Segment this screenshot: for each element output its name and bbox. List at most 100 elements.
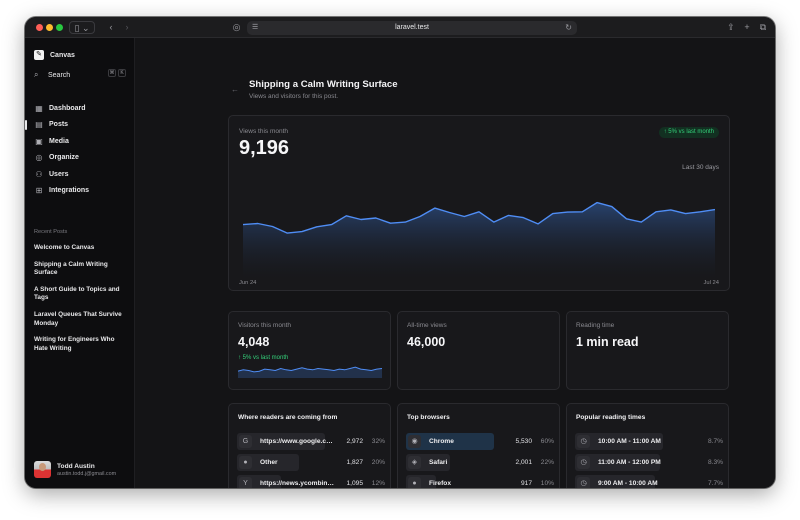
search-shortcut: ⌘ K — [108, 69, 126, 77]
reading-time-value: 1 min read — [576, 335, 639, 349]
browsers-card: Top browsers ◉ Chrome 5,530 60% ◈ Safari 2,001… — [397, 403, 560, 488]
list-item-label: https://news.ycombinator.com — [260, 480, 335, 487]
list-item-percent: 32% — [371, 438, 385, 445]
list-item-count: 5,530 — [515, 438, 532, 445]
period-label: Last 30 days — [682, 164, 719, 171]
views-area-fill — [243, 202, 715, 278]
integrations-icon: ⊞ — [35, 186, 43, 196]
brand-name: Canvas — [50, 51, 75, 59]
sidebar-item-users[interactable]: ⚇ Users — [34, 166, 126, 183]
page-subtitle: Views and visitors for this post. — [249, 93, 339, 100]
share-bar — [575, 433, 663, 450]
list-item-percent: 10% — [540, 480, 554, 487]
extension-icon[interactable]: ◎ — [232, 22, 241, 32]
clock-icon: ◷ — [577, 435, 590, 448]
chrome-icon: ◉ — [408, 435, 421, 448]
user-name: Todd Austin — [57, 462, 95, 470]
list-item-percent: 22% — [540, 459, 554, 466]
list-item: ◈ Safari 2,001 22% — [406, 452, 554, 473]
zoom-window-button[interactable] — [56, 24, 63, 31]
all-time-views-label: All-time views — [407, 322, 447, 329]
chevron-left-icon[interactable]: ‹ — [109, 22, 113, 32]
sidebar-item-label: Organize — [49, 154, 79, 162]
reload-icon[interactable]: ↻ — [565, 23, 572, 32]
share-icon[interactable]: ⇪ — [727, 22, 735, 32]
recent-post-link[interactable]: Welcome to Canvas — [34, 244, 95, 251]
list-item-label: Chrome — [429, 438, 454, 445]
list-item-count: 2,972 — [346, 438, 363, 445]
list-item-label: https://www.google.com — [260, 438, 335, 445]
address-bar[interactable]: ☰ laravel.test ↻ — [247, 21, 577, 35]
chevron-right-icon[interactable]: › — [125, 22, 129, 32]
list-item: ◷ 10:00 AM - 11:00 AM 8.7% — [575, 431, 723, 452]
search-button[interactable]: ⌕ Search ⌘ K — [34, 69, 126, 80]
x-axis-end-label: Jul 24 — [703, 280, 719, 286]
browsers-title: Top browsers — [407, 414, 450, 421]
page-settings-icon[interactable]: ☰ — [252, 24, 259, 31]
organize-icon: ◎ — [35, 153, 43, 163]
sidebar-item-dashboard[interactable]: ▦ Dashboard — [34, 100, 126, 117]
list-item-percent: 7.7% — [707, 480, 723, 487]
browser-window: ▯ ⌄ ‹ › ◎ ☰ laravel.test ↻ ⇪ + ⧉ ✎ Canva… — [25, 17, 775, 488]
sidebar-item-label: Dashboard — [49, 104, 86, 112]
sidebar-toggle-icon[interactable]: ▯ ⌄ — [69, 21, 95, 34]
list-item: ● Firefox 917 10% — [406, 473, 554, 488]
reading-times-list: ◷ 10:00 AM - 11:00 AM 8.7% ◷ 11:00 AM - 12:0… — [575, 431, 723, 488]
referrers-title: Where readers are coming from — [238, 414, 338, 421]
reading-times-card: Popular reading times ◷ 10:00 AM - 11:00 … — [566, 403, 729, 488]
reading-times-title: Popular reading times — [576, 414, 646, 421]
k-key: K — [118, 69, 126, 77]
url-text: laravel.test — [395, 24, 429, 31]
reading-time-label: Reading time — [576, 322, 615, 329]
google-icon: G — [239, 435, 252, 448]
views-area-chart — [243, 201, 715, 278]
clock-icon: ◷ — [577, 477, 590, 488]
share-bar — [237, 454, 299, 471]
views-series-line — [243, 201, 715, 234]
list-item: ◷ 9:00 AM - 10:00 AM 7.7% — [575, 473, 723, 488]
list-item: ◉ Chrome 5,530 60% — [406, 431, 554, 452]
recent-post-link[interactable]: A Short Guide to Topics and Tags — [34, 285, 120, 302]
search-label: Search — [48, 71, 71, 79]
sidebar-item-label: Integrations — [49, 187, 90, 195]
list-item: ◷ 11:00 AM - 12:00 PM 8.3% — [575, 452, 723, 473]
close-window-button[interactable] — [36, 24, 43, 31]
dashboard-icon: ▦ — [35, 103, 43, 113]
minimize-window-button[interactable] — [46, 24, 53, 31]
sidebar-item-media[interactable]: ▣ Media — [34, 133, 126, 150]
page-title: Shipping a Calm Writing Surface — [249, 79, 398, 90]
user-menu[interactable]: Todd Austin austin.todd.j@gmail.com — [34, 461, 116, 478]
clock-icon: ◷ — [577, 456, 590, 469]
sidebar-nav: ▦ Dashboard ▤ Posts ▣ Media ◎ Organize ⚇… — [25, 100, 126, 200]
recent-posts-list: Welcome to Canvas Shipping a Calm Writin… — [34, 244, 126, 361]
sidebar-item-posts[interactable]: ▤ Posts — [25, 117, 126, 134]
list-item-count: 1,827 — [346, 459, 363, 466]
plus-icon[interactable]: + — [744, 22, 750, 32]
ycombinator-icon: Y — [239, 477, 252, 488]
sidebar-item-label: Users — [49, 170, 69, 178]
command-key: ⌘ — [108, 69, 116, 77]
sidebar-item-organize[interactable]: ◎ Organize — [34, 150, 126, 167]
list-item-percent: 60% — [540, 438, 554, 445]
visitors-change-badge: ↑ 5% vs last month — [238, 355, 289, 361]
recent-post-link[interactable]: Writing for Engineers Who Hate Writing — [34, 336, 115, 352]
sidebar-item-integrations[interactable]: ⊞ Integrations — [34, 183, 126, 200]
list-item-count: 1,095 — [346, 480, 363, 487]
share-bar — [237, 433, 325, 450]
reading-time-card: Reading time 1 min read — [566, 311, 729, 390]
list-item-label: 10:00 AM - 11:00 AM — [598, 438, 661, 445]
share-bar — [406, 433, 494, 450]
arrow-left-icon[interactable]: ← — [231, 85, 239, 94]
recent-post-link[interactable]: Laravel Queues That Survive Monday — [34, 310, 122, 327]
share-bar — [575, 454, 660, 471]
share-bar — [575, 475, 655, 488]
search-icon: ⌕ — [34, 70, 39, 79]
brand[interactable]: ✎ Canvas — [34, 50, 75, 60]
list-item-label: 11:00 AM - 12:00 PM — [598, 459, 661, 466]
tabs-icon[interactable]: ⧉ — [759, 22, 767, 32]
image-icon: ▣ — [35, 136, 43, 146]
recent-post-link[interactable]: Shipping a Calm Writing Surface — [34, 260, 108, 277]
globe-icon: ● — [239, 456, 252, 469]
active-indicator — [25, 119, 27, 130]
